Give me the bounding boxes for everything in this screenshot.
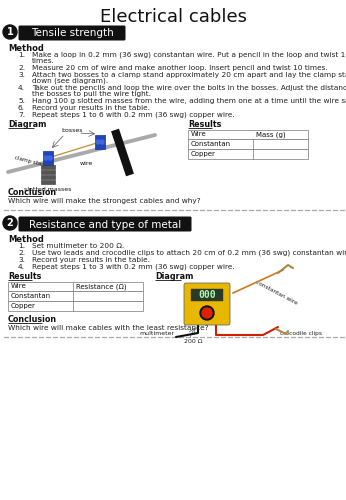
FancyBboxPatch shape xyxy=(18,26,126,40)
Bar xyxy=(41,180,55,184)
Text: times.: times. xyxy=(32,58,55,64)
Text: Mass (g): Mass (g) xyxy=(256,131,286,138)
Bar xyxy=(188,130,308,139)
Text: Method: Method xyxy=(8,235,44,244)
Circle shape xyxy=(100,140,104,144)
Text: Method: Method xyxy=(8,44,44,53)
Text: Which wire will make the strongest cables and why?: Which wire will make the strongest cable… xyxy=(8,198,201,204)
Text: Repeat steps 1 to 3 with 0.2 mm (36 swg) copper wire.: Repeat steps 1 to 3 with 0.2 mm (36 swg)… xyxy=(32,264,235,270)
Text: Attach two bosses to a clamp stand approximately 20 cm apart and lay the clamp s: Attach two bosses to a clamp stand appro… xyxy=(32,72,346,78)
Circle shape xyxy=(96,140,100,144)
Bar xyxy=(8,291,143,301)
Text: Make a loop in 0.2 mm (36 swg) constantan wire. Put a pencil in the loop and twi: Make a loop in 0.2 mm (36 swg) constanta… xyxy=(32,52,346,59)
Text: clamp stand: clamp stand xyxy=(14,155,48,168)
Text: Repeat steps 1 to 6 with 0.2 mm (36 swg) copper wire.: Repeat steps 1 to 6 with 0.2 mm (36 swg)… xyxy=(32,112,235,118)
Text: wire: wire xyxy=(80,161,93,166)
Text: 1.: 1. xyxy=(18,52,25,58)
Text: Results: Results xyxy=(188,120,221,129)
Circle shape xyxy=(48,156,52,160)
Text: 2: 2 xyxy=(7,218,13,228)
Text: constantan wire: constantan wire xyxy=(255,279,299,305)
Bar xyxy=(43,151,53,165)
Text: the bosses to pull the wire tight.: the bosses to pull the wire tight. xyxy=(32,91,151,97)
Text: 200 Ω: 200 Ω xyxy=(184,339,202,344)
Text: 3.: 3. xyxy=(18,257,25,263)
Text: 7.: 7. xyxy=(18,112,25,118)
Circle shape xyxy=(200,306,214,320)
Bar xyxy=(95,135,105,149)
Text: Constantan: Constantan xyxy=(191,141,231,147)
Text: Use two leads and crocodile clips to attach 20 cm of 0.2 mm (36 swg) constantan : Use two leads and crocodile clips to att… xyxy=(32,250,346,256)
Text: Wire: Wire xyxy=(191,132,207,138)
Text: Results: Results xyxy=(8,272,42,281)
Text: 2.: 2. xyxy=(18,250,25,256)
Text: 6.: 6. xyxy=(18,105,25,111)
Text: 4.: 4. xyxy=(18,264,25,270)
Text: 3.: 3. xyxy=(18,72,25,78)
Text: Record your results in the table.: Record your results in the table. xyxy=(32,257,150,263)
Text: 2.: 2. xyxy=(18,65,25,71)
Text: 4.: 4. xyxy=(18,85,25,91)
Text: slotted masses: slotted masses xyxy=(24,187,72,192)
Text: 000: 000 xyxy=(198,290,216,300)
Bar xyxy=(188,149,308,159)
Bar xyxy=(41,175,55,179)
Bar xyxy=(41,170,55,174)
Text: Resistance (Ω): Resistance (Ω) xyxy=(76,283,127,290)
Text: Constantan: Constantan xyxy=(11,293,51,299)
Text: Electrical cables: Electrical cables xyxy=(100,8,246,26)
Bar xyxy=(191,289,223,301)
Text: Take out the pencils and loop the wire over the bolts in the bosses. Adjust the : Take out the pencils and loop the wire o… xyxy=(32,85,346,91)
Text: Wire: Wire xyxy=(11,284,27,290)
Text: Diagram: Diagram xyxy=(155,272,193,281)
Text: Measure 20 cm of wire and make another loop. Insert pencil and twist 10 times.: Measure 20 cm of wire and make another l… xyxy=(32,65,328,71)
Text: Copper: Copper xyxy=(191,151,216,157)
Text: 1: 1 xyxy=(7,27,13,37)
Text: Conclusion: Conclusion xyxy=(8,188,57,197)
Circle shape xyxy=(3,25,17,39)
Text: Resistance and type of metal: Resistance and type of metal xyxy=(29,220,181,230)
Text: crocodile clips: crocodile clips xyxy=(280,331,322,336)
FancyBboxPatch shape xyxy=(18,216,191,232)
Text: bosses: bosses xyxy=(61,128,83,133)
Text: 1.: 1. xyxy=(18,243,25,249)
Text: Hang 100 g slotted masses from the wire, adding them one at a time until the wir: Hang 100 g slotted masses from the wire,… xyxy=(32,98,346,104)
Text: Conclusion: Conclusion xyxy=(8,315,57,324)
Text: Record your results in the table.: Record your results in the table. xyxy=(32,105,150,111)
Text: Copper: Copper xyxy=(11,303,36,309)
Text: multimeter: multimeter xyxy=(139,331,174,336)
Text: Diagram: Diagram xyxy=(8,120,46,129)
FancyBboxPatch shape xyxy=(184,283,230,325)
Bar xyxy=(8,301,143,311)
Bar xyxy=(188,139,308,149)
Circle shape xyxy=(202,308,212,318)
Circle shape xyxy=(3,216,17,230)
Text: Set multimeter to 200 Ω.: Set multimeter to 200 Ω. xyxy=(32,243,124,249)
Text: down (see diagram).: down (see diagram). xyxy=(32,78,108,84)
Bar xyxy=(41,165,55,169)
Circle shape xyxy=(44,156,48,160)
Text: Which wire will make cables with the least resistance?: Which wire will make cables with the lea… xyxy=(8,325,209,331)
Bar xyxy=(8,282,143,291)
Text: 5.: 5. xyxy=(18,98,25,104)
Text: Tensile strength: Tensile strength xyxy=(31,28,113,38)
